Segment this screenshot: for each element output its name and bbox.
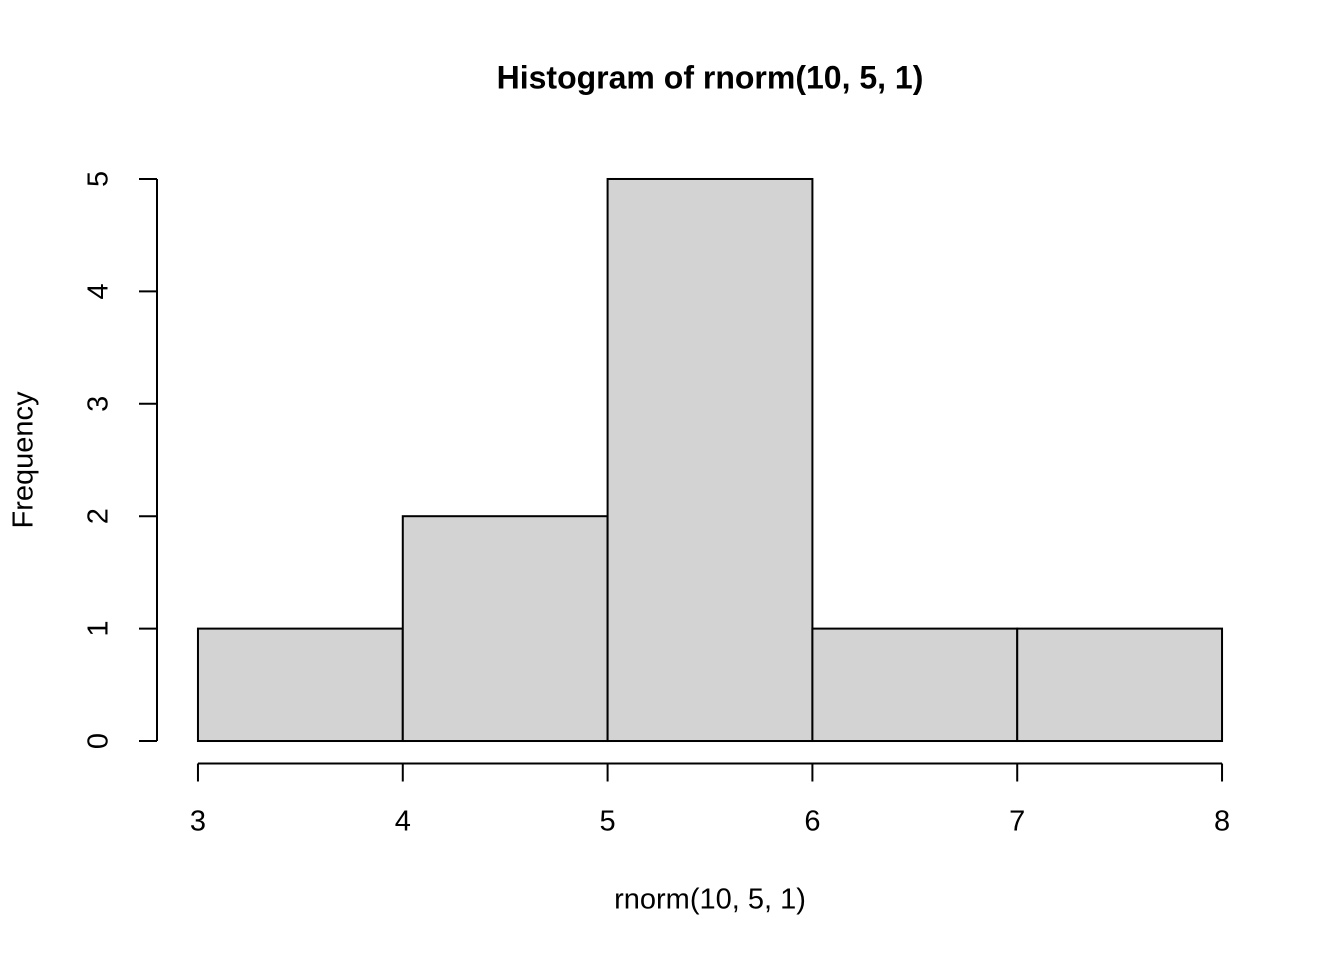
x-axis-label: rnorm(10, 5, 1) — [614, 884, 806, 916]
x-tick-label: 7 — [1009, 806, 1025, 838]
x-tick-label: 8 — [1214, 806, 1230, 838]
x-tick-label: 3 — [190, 806, 206, 838]
bar — [196, 627, 404, 743]
bar — [606, 177, 814, 743]
y-tick-label: 1 — [83, 621, 115, 637]
y-tick-label: 4 — [83, 283, 115, 299]
x-tick-label: 4 — [395, 806, 411, 838]
bar — [811, 627, 1019, 743]
bar — [1016, 627, 1224, 743]
x-tick-label: 5 — [600, 806, 616, 838]
y-tick-label: 5 — [83, 171, 115, 187]
y-axis-label: Frequency — [8, 391, 40, 529]
bar — [401, 515, 609, 743]
y-tick-label: 0 — [83, 733, 115, 749]
y-tick-label: 3 — [83, 396, 115, 412]
x-tick-label: 6 — [804, 806, 820, 838]
y-tick-label: 2 — [83, 508, 115, 524]
chart-title: Histogram of rnorm(10, 5, 1) — [497, 59, 924, 95]
